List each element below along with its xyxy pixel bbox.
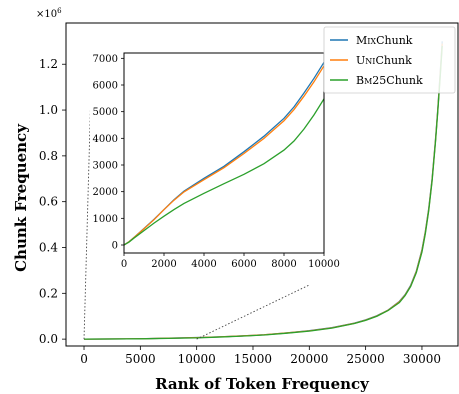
main-series-line-bm25chunk <box>84 45 443 340</box>
y-axis-label: Chunk Frequency <box>12 123 30 272</box>
main-plot-frame <box>65 22 459 347</box>
inset-series-line-unichunk <box>124 65 324 246</box>
legend-box <box>323 26 456 94</box>
y-tick-label: 0.2 <box>39 286 58 300</box>
inset-y-tick-label: 7000 <box>93 54 118 65</box>
inset-y-tick-label: 6000 <box>93 81 118 92</box>
main-series-group <box>84 41 443 340</box>
main-plot: 0 5000 10000 15000 20000 25000 300000.00.20.40… <box>39 22 459 366</box>
x-tick-label: 30000 <box>403 352 441 366</box>
y-multiplier: ×106 <box>36 7 62 20</box>
inset-y-tick-label: 4000 <box>93 134 118 145</box>
inset-x-tick-label: 8000 <box>271 259 296 270</box>
inset-x-tick-label: 4000 <box>191 259 216 270</box>
inset-y-tick-label: 5000 <box>93 107 118 118</box>
inset-frame <box>123 52 325 254</box>
inset-plot: 0 2000 4000 6000 8000 10000 0 1000 2000 3000 4000 5… <box>90 43 340 285</box>
inset-series-line-bm25chunk <box>124 98 324 246</box>
inset-x-tick-label: 10000 <box>308 259 340 270</box>
axis-labels: Rank of Token Frequency Chunk Frequency … <box>12 7 370 393</box>
x-tick-label: 0 <box>80 352 88 366</box>
y-tick-label: 1.0 <box>39 103 58 117</box>
x-tick-label: 5000 <box>125 352 156 366</box>
y-tick-label: 0.0 <box>39 332 58 346</box>
y-tick-label: 0.6 <box>39 195 58 209</box>
legend-label-bm25chunk: Bm25Chunk <box>356 74 423 87</box>
inset-x-tick-label: 6000 <box>231 259 256 270</box>
legend-label-mixchunk: MixChunk <box>356 34 413 47</box>
inset-y-tick-label: 1000 <box>93 214 118 225</box>
y-multiplier-base: ×10 <box>36 9 57 20</box>
x-tick-label: 10000 <box>178 352 216 366</box>
inset-y-tick-label: 2000 <box>93 187 118 198</box>
inset-x-tick-label: 2000 <box>151 259 176 270</box>
zoom-guide-right <box>196 274 331 340</box>
inset-background <box>90 43 340 285</box>
inset-series-group <box>124 61 324 246</box>
y-multiplier-exponent: 6 <box>57 7 62 15</box>
inset-y-tick-label: 0 <box>112 241 118 252</box>
y-tick-label: 1.2 <box>39 57 58 71</box>
inset-y-tick-label: 3000 <box>93 161 118 172</box>
x-tick-label: 25000 <box>347 352 385 366</box>
x-tick-label: 20000 <box>290 352 328 366</box>
y-tick-label: 0.8 <box>39 149 58 163</box>
legend: MixChunk UniChunk Bm25Chunk <box>323 26 456 94</box>
y-tick-label: 0.4 <box>39 240 58 254</box>
inset-x-tick-label: 0 <box>121 259 127 270</box>
legend-label-unichunk: UniChunk <box>356 54 412 67</box>
x-axis-label: Rank of Token Frequency <box>155 375 370 393</box>
x-tick-label: 15000 <box>234 352 272 366</box>
